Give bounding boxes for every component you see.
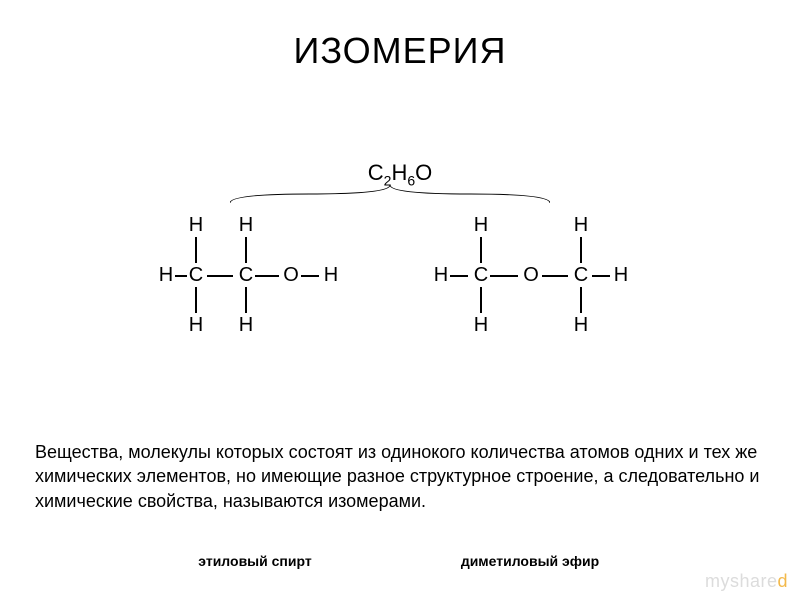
bond: [580, 287, 582, 313]
bond: [542, 275, 568, 277]
bond: [245, 237, 247, 263]
bond: [480, 237, 482, 263]
atom-h: H: [155, 265, 177, 285]
dimethyl-ether-label: диметиловый эфир: [425, 553, 635, 569]
formula-o: O: [415, 160, 432, 185]
bond: [490, 275, 518, 277]
bond: [450, 275, 468, 277]
atom-h: H: [320, 265, 342, 285]
atom-h: H: [235, 315, 257, 335]
atom-h: H: [610, 265, 632, 285]
bond: [175, 275, 187, 277]
bond: [195, 237, 197, 263]
atom-h: H: [470, 315, 492, 335]
bond: [195, 287, 197, 313]
atom-c: C: [235, 265, 257, 285]
atom-o: O: [280, 265, 302, 285]
atom-h: H: [570, 215, 592, 235]
bracket-connector: [230, 185, 550, 205]
bond: [255, 275, 279, 277]
bond: [480, 287, 482, 313]
bond: [301, 275, 319, 277]
atom-h: H: [235, 215, 257, 235]
bond: [207, 275, 233, 277]
ethanol-label: этиловый спирт: [165, 553, 345, 569]
structures-container: HHHCCOHHH HHHCOCHHH этиловый спирт димет…: [0, 205, 800, 395]
watermark: myshared: [705, 571, 788, 592]
definition-text: Вещества, молекулы которых состоят из од…: [35, 440, 765, 513]
bond: [592, 275, 610, 277]
atom-h: H: [430, 265, 452, 285]
atom-c: C: [470, 265, 492, 285]
bond: [245, 287, 247, 313]
slide-title: ИЗОМЕРИЯ: [0, 30, 800, 72]
atom-h: H: [185, 215, 207, 235]
atom-h: H: [185, 315, 207, 335]
watermark-text: myshare: [705, 571, 778, 591]
atom-c: C: [570, 265, 592, 285]
atom-c: C: [185, 265, 207, 285]
atom-h: H: [570, 315, 592, 335]
atom-h: H: [470, 215, 492, 235]
bond: [580, 237, 582, 263]
formula-c: C: [368, 160, 384, 185]
atom-o: O: [520, 265, 542, 285]
formula-h: H: [391, 160, 407, 185]
watermark-accent: d: [777, 571, 788, 591]
